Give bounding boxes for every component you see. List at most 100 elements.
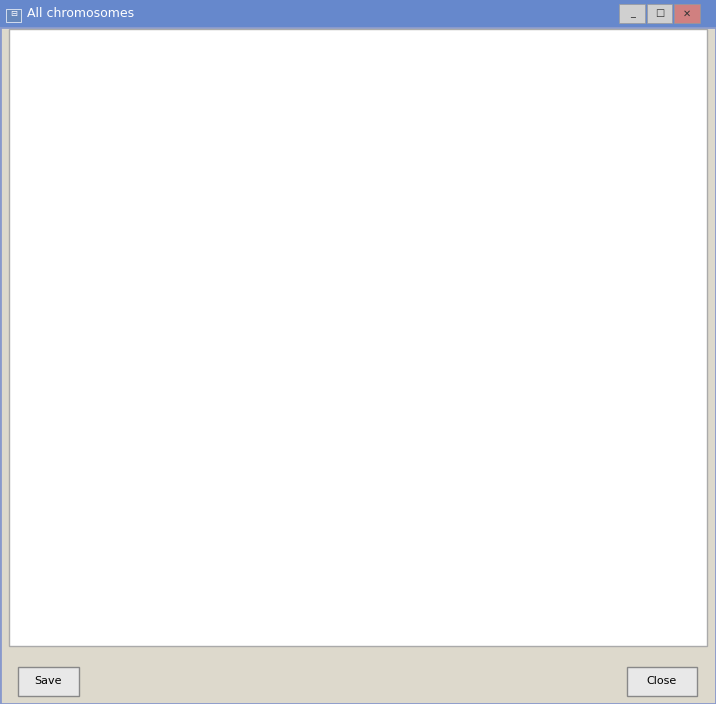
Bar — [155, 132, 159, 145]
Bar — [292, 289, 294, 303]
Bar — [129, 315, 131, 329]
Bar — [188, 289, 191, 303]
Bar — [556, 79, 561, 92]
Bar — [165, 526, 168, 539]
Bar — [147, 79, 148, 92]
Bar — [137, 552, 158, 565]
Bar — [170, 79, 175, 92]
Bar — [64, 263, 65, 277]
Bar — [357, 263, 361, 277]
Bar — [154, 184, 155, 198]
Bar — [378, 79, 380, 92]
Bar — [72, 605, 74, 618]
Bar — [228, 341, 229, 356]
Bar — [186, 53, 195, 66]
Bar — [116, 79, 120, 92]
Bar — [530, 53, 538, 66]
Bar — [105, 368, 107, 382]
Bar — [270, 210, 271, 224]
Bar — [420, 53, 425, 66]
Bar — [254, 210, 256, 224]
Bar — [190, 237, 193, 250]
Bar — [543, 79, 545, 92]
Bar — [135, 237, 137, 250]
Bar — [498, 53, 502, 66]
Bar — [243, 368, 248, 382]
Bar — [498, 132, 505, 145]
Bar — [49, 368, 354, 382]
Bar — [388, 289, 390, 303]
Bar — [156, 289, 160, 303]
Bar — [150, 132, 152, 145]
Bar — [351, 263, 352, 277]
Bar — [198, 105, 216, 119]
Bar — [69, 447, 92, 460]
Bar — [84, 289, 87, 303]
Bar — [128, 315, 129, 329]
Bar — [290, 158, 294, 171]
Bar — [303, 132, 306, 145]
Bar — [389, 79, 390, 92]
Bar — [246, 237, 248, 250]
Bar — [683, 79, 685, 92]
Bar — [112, 132, 114, 145]
Bar — [236, 473, 244, 486]
Bar — [383, 315, 387, 329]
Bar — [276, 237, 285, 250]
Bar — [223, 289, 258, 303]
Bar — [177, 263, 179, 277]
Bar — [252, 210, 253, 224]
Bar — [446, 184, 453, 198]
Bar — [190, 315, 198, 329]
Bar — [51, 341, 61, 356]
Bar — [178, 447, 180, 460]
Bar — [402, 315, 405, 329]
Bar — [173, 79, 174, 92]
Bar — [232, 53, 234, 66]
Bar — [99, 132, 101, 145]
Bar — [97, 263, 98, 277]
Bar — [218, 341, 219, 356]
Bar — [49, 53, 702, 66]
Bar — [243, 158, 271, 171]
Bar — [381, 158, 383, 171]
Bar — [193, 158, 205, 171]
Bar — [499, 53, 502, 66]
Bar — [200, 394, 203, 408]
Bar — [260, 79, 265, 92]
Bar — [54, 263, 66, 277]
Bar — [92, 447, 93, 460]
Bar — [155, 605, 157, 618]
Bar — [104, 420, 105, 434]
Text: All chromosomes: All chromosomes — [27, 7, 135, 20]
Bar — [107, 552, 108, 565]
Bar — [246, 447, 248, 460]
Bar — [174, 341, 183, 356]
Bar — [186, 368, 187, 382]
Text: Save: Save — [34, 677, 62, 686]
Bar — [49, 105, 574, 119]
Bar — [348, 184, 349, 198]
Bar — [286, 237, 303, 250]
Bar — [218, 499, 226, 513]
Bar — [299, 237, 301, 250]
Bar — [59, 210, 61, 224]
Bar — [127, 210, 145, 224]
Bar — [49, 53, 702, 66]
Bar — [333, 341, 346, 356]
Bar — [138, 578, 140, 592]
Bar — [150, 184, 152, 198]
Bar — [278, 420, 279, 434]
Bar — [379, 105, 382, 119]
Bar — [52, 473, 55, 486]
Bar — [425, 158, 431, 171]
Bar — [347, 79, 350, 92]
Bar — [97, 552, 100, 565]
Bar — [105, 105, 110, 119]
Bar — [566, 53, 570, 66]
Bar — [180, 526, 182, 539]
Bar — [97, 53, 100, 66]
Bar — [196, 315, 199, 329]
Bar — [393, 237, 395, 250]
Bar — [237, 473, 240, 486]
